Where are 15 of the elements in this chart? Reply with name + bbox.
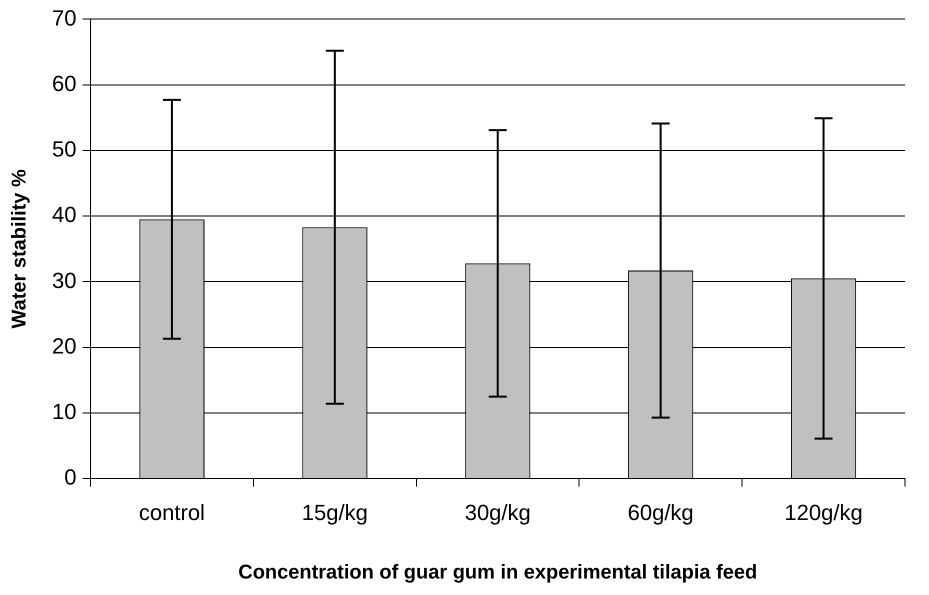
y-tick-label: 40 bbox=[52, 202, 76, 228]
x-tick-label: 15g/kg bbox=[302, 500, 368, 525]
y-tick-label: 0 bbox=[64, 464, 76, 490]
y-tick-label: 20 bbox=[52, 333, 76, 358]
y-tick-label: 30 bbox=[52, 268, 76, 293]
y-tick-label: 60 bbox=[52, 70, 76, 96]
y-tick-label: 50 bbox=[52, 136, 76, 162]
y-tick-label: 70 bbox=[52, 5, 76, 30]
x-tick-label: control bbox=[138, 500, 205, 525]
y-tick-label: 10 bbox=[52, 399, 76, 424]
x-tick-label: 120g/kg bbox=[784, 500, 863, 525]
x-tick-label: 30g/kg bbox=[464, 500, 531, 525]
y-axis-title: Water stability % bbox=[8, 169, 31, 329]
x-tick-label: 60g/kg bbox=[628, 500, 694, 525]
x-axis-title: Concentration of guar gum in experimental tilapia feed bbox=[238, 562, 758, 584]
